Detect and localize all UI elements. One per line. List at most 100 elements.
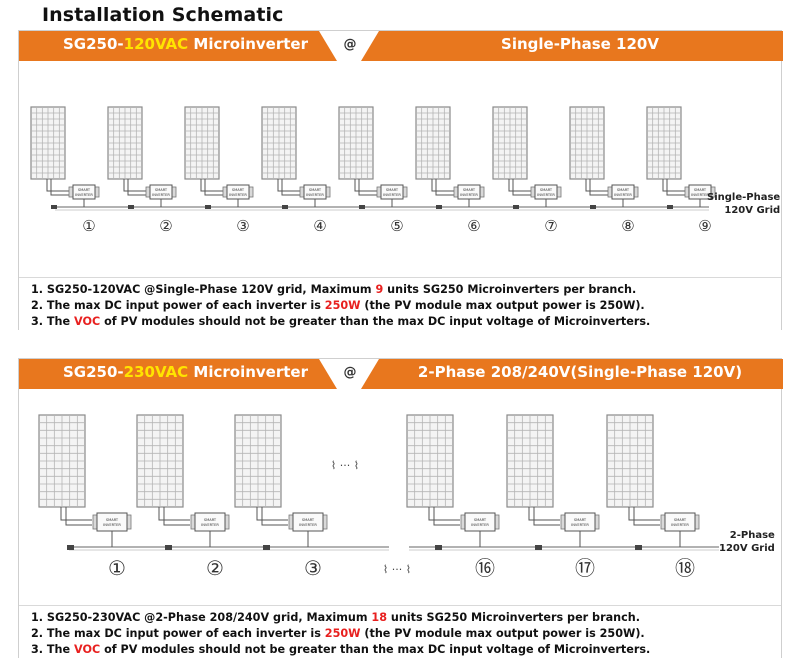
dc-cable xyxy=(354,179,377,192)
inverter-label: INVERTER xyxy=(229,193,247,197)
pv-module xyxy=(234,414,282,508)
unit-number: ⑦ xyxy=(544,217,557,235)
dc-cable xyxy=(662,179,685,192)
pv-module xyxy=(606,414,654,508)
dc-cable xyxy=(261,507,288,526)
pv-module xyxy=(136,414,184,508)
inverter-label: SMART xyxy=(574,518,587,522)
pv-module xyxy=(261,106,297,180)
inverter-label: SMART xyxy=(674,518,687,522)
ac-connector xyxy=(436,205,442,209)
inverter-label: SMART xyxy=(463,188,476,192)
section-230vac: SG250-230VAC Microinverter @ 2-Phase 208… xyxy=(18,358,783,658)
inverter-label: SMART xyxy=(106,518,119,522)
inverter-label: SMART xyxy=(540,188,553,192)
banner-grid-type: 2-Phase 208/240V(Single-Phase 120V) xyxy=(417,363,743,381)
inverter-label: INVERTER xyxy=(75,193,93,197)
dc-cable xyxy=(200,179,223,192)
dc-cable xyxy=(163,507,190,526)
wiring-diagram-120vac: SMARTINVERTER①SMARTINVERTER②SMARTINVERTE… xyxy=(30,106,716,235)
inverter-label: SMART xyxy=(232,188,245,192)
inverter-label: SMART xyxy=(204,518,217,522)
unit-number: ⑥ xyxy=(467,217,480,235)
dc-cable xyxy=(60,507,92,521)
notes-120vac: 1. SG250-120VAC @Single-Phase 120V grid,… xyxy=(19,277,781,330)
dc-cable xyxy=(512,179,531,196)
ac-connector xyxy=(51,205,57,209)
inverter-label: INVERTER xyxy=(471,523,489,527)
dc-cable xyxy=(50,179,69,196)
pv-module xyxy=(338,106,374,180)
banner-grid-type: Single-Phase 120V xyxy=(501,35,659,53)
inverter-label: INVERTER xyxy=(691,193,709,197)
dc-cable xyxy=(431,179,454,192)
pv-module xyxy=(506,414,554,508)
unit-number: ⑯ xyxy=(475,556,495,580)
dc-cable xyxy=(633,507,660,526)
pv-module xyxy=(184,106,220,180)
dc-cable xyxy=(528,507,560,521)
inverter-label: SMART xyxy=(309,188,322,192)
ac-connector xyxy=(535,545,542,550)
inverter-label: SMART xyxy=(386,188,399,192)
banner-120vac: SG250-120VAC Microinverter @ Single-Phas… xyxy=(19,31,783,61)
unit-number: ⑧ xyxy=(621,217,634,235)
grid-label-2-phase: 2-Phase 120V Grid xyxy=(719,530,775,554)
inverter-label: INVERTER xyxy=(306,193,324,197)
banner-model-title: SG250-120VAC Microinverter xyxy=(63,35,308,53)
inverter-label: SMART xyxy=(474,518,487,522)
note-line: 3. The VOC of PV modules should not be g… xyxy=(31,643,651,656)
banner-at-symbol: @ xyxy=(343,37,357,52)
ac-connector xyxy=(635,545,642,550)
dc-cable xyxy=(256,507,288,521)
ac-connector xyxy=(590,205,596,209)
pv-module xyxy=(38,414,86,508)
notes-230vac: 1. SG250-230VAC @2-Phase 208/240V grid, … xyxy=(19,605,781,658)
grid-label-single-phase: Single-Phase 120V Grid xyxy=(707,192,781,216)
banner-model-title: SG250-230VAC Microinverter xyxy=(63,363,308,381)
unit-number: ⑤ xyxy=(390,217,403,235)
note-line: 3. The VOC of PV modules should not be g… xyxy=(31,315,651,328)
dc-cable xyxy=(589,179,608,196)
dc-cable xyxy=(585,179,608,192)
unit-number: ② xyxy=(159,217,172,235)
dc-cable xyxy=(358,179,377,196)
ac-connector xyxy=(667,205,673,209)
pv-module xyxy=(569,106,605,180)
dc-cable xyxy=(533,507,560,526)
ac-connector xyxy=(165,545,172,550)
ellipsis-top: ⌇ ··· ⌇ xyxy=(331,459,359,472)
page-title: Installation Schematic xyxy=(42,4,284,26)
dc-cable xyxy=(433,507,460,526)
note-line: 1. SG250-230VAC @2-Phase 208/240V grid, … xyxy=(31,611,640,624)
unit-number: ④ xyxy=(313,217,326,235)
unit-number: ③ xyxy=(304,556,322,580)
inverter-label: INVERTER xyxy=(537,193,555,197)
inverter-label: INVERTER xyxy=(460,193,478,197)
unit-number: ⑨ xyxy=(698,217,711,235)
ac-connector xyxy=(513,205,519,209)
pv-module xyxy=(107,106,143,180)
banner-at-symbol: @ xyxy=(343,365,357,380)
banner-shape xyxy=(19,359,783,389)
inverter-label: INVERTER xyxy=(383,193,401,197)
dc-cable xyxy=(435,179,454,196)
dc-cable xyxy=(428,507,460,521)
unit-number: ① xyxy=(108,556,126,580)
inverter-label: INVERTER xyxy=(571,523,589,527)
inverter-label: INVERTER xyxy=(299,523,317,527)
wiring-diagram-230vac: SMARTINVERTER①SMARTINVERTER②SMARTINVERTE… xyxy=(38,414,719,580)
